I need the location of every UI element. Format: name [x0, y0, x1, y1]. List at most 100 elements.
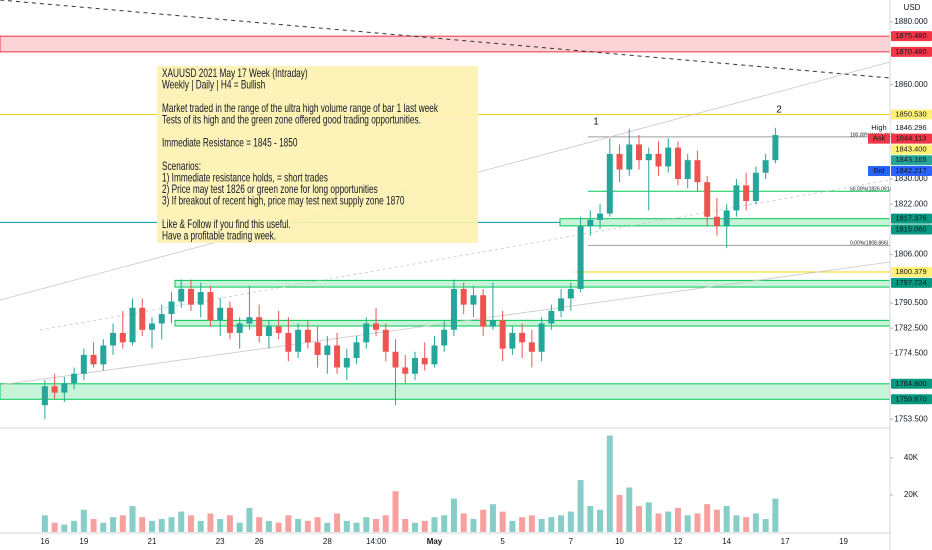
- annotation-line: Have a profitable trading week.: [162, 230, 276, 243]
- channel-line: [0, 261, 891, 386]
- x-tick-label: 19: [79, 537, 88, 546]
- candle-body: [606, 153, 613, 214]
- volume-bar: [528, 515, 535, 532]
- volume-bar: [51, 522, 58, 532]
- candle-body: [61, 383, 68, 393]
- volume-bar: [684, 515, 691, 532]
- volume-bar: [743, 517, 750, 532]
- volume-bar: [489, 504, 496, 532]
- y-tick-label: 1782.500: [894, 323, 928, 332]
- volume-bar: [421, 520, 428, 532]
- candle-body: [353, 342, 360, 359]
- volume-bar: [538, 519, 545, 532]
- candle-body: [431, 345, 438, 365]
- price-badge-label: 1846.296: [895, 123, 926, 132]
- annotation-line: 1) Immediate resistance holds, = short t…: [162, 172, 328, 185]
- y-tick-label: 1774.500: [894, 348, 928, 357]
- candle-body: [733, 185, 740, 211]
- price-badge-label: 1797.724: [895, 278, 926, 287]
- y-tick-label: 1880.000: [894, 17, 928, 26]
- zone: [174, 279, 891, 288]
- candle-body: [509, 332, 516, 349]
- volume-bar: [110, 517, 117, 532]
- price-tag: [868, 166, 890, 177]
- volume-bar: [149, 520, 156, 532]
- volume-bar: [304, 520, 311, 532]
- volume-bar: [655, 513, 662, 532]
- volume-bar: [226, 515, 233, 532]
- volume-bar: [411, 522, 418, 532]
- annotation-text: XAUUSD 2021 May 17 Week (Intraday)Weekly…: [162, 68, 439, 243]
- candle-body: [139, 307, 146, 330]
- candle-body: [382, 329, 389, 352]
- volume-bar: [285, 515, 292, 532]
- volume-bar: [265, 520, 272, 532]
- volume-bar: [168, 517, 175, 532]
- volume-bar: [645, 502, 652, 532]
- candle-body: [265, 326, 272, 337]
- volume-bar: [480, 509, 487, 532]
- volume-bar: [100, 522, 107, 532]
- candle-body: [548, 310, 555, 324]
- volume-bar: [674, 507, 681, 532]
- x-tick-label: 26: [255, 537, 264, 546]
- volume-bar: [587, 506, 594, 532]
- price-badge: [891, 109, 932, 120]
- price-badge-label: 1842.217: [895, 166, 926, 175]
- candle-body: [129, 307, 136, 343]
- candle-body: [762, 160, 769, 173]
- volume-bar: [71, 520, 78, 532]
- trend-line: [0, 0, 891, 79]
- volume-bar: [275, 522, 282, 532]
- price-badge: [891, 277, 932, 288]
- candle-body: [694, 160, 701, 183]
- volume-bar: [752, 513, 759, 532]
- volume-bar: [558, 515, 565, 532]
- volume-bar: [197, 520, 204, 532]
- volume-bar: [509, 520, 516, 532]
- price-badge: [891, 394, 932, 405]
- candle-body: [713, 216, 720, 227]
- price-badge-label: 1843.165: [895, 155, 926, 164]
- volume-bar: [665, 511, 672, 532]
- volume-bar: [363, 517, 370, 532]
- candle-body: [441, 329, 448, 346]
- volume-bar: [441, 515, 448, 532]
- volume-bar: [616, 494, 623, 532]
- price-tag-label: Ask: [873, 134, 886, 143]
- candle-body: [684, 160, 691, 180]
- candle-body: [752, 172, 759, 202]
- candle-body: [558, 298, 565, 311]
- price-badge-label: 1817.376: [895, 214, 926, 223]
- candle-body: [616, 153, 623, 170]
- candle-body: [450, 288, 457, 330]
- x-tick-label: 16: [40, 537, 49, 546]
- annotation-line: Market traded in the range of the ultra …: [162, 103, 439, 116]
- candle-body: [90, 354, 97, 365]
- annotation-line: 2) Price may test 1826 or green zone for…: [162, 184, 378, 197]
- y-tick-label: 1806.000: [894, 250, 928, 259]
- price-badge: [891, 224, 932, 235]
- candle-body: [168, 301, 175, 315]
- candle-body: [334, 345, 341, 368]
- candle-body: [373, 323, 380, 330]
- price-badge: [891, 213, 932, 224]
- volume-bar: [597, 509, 604, 532]
- annotation-box: [157, 66, 478, 243]
- candle-body: [207, 292, 214, 321]
- candle-body: [665, 147, 672, 167]
- x-tick-label: 10: [615, 537, 624, 546]
- candle-body: [226, 307, 233, 333]
- candle-body: [41, 386, 48, 406]
- price-badge: [891, 144, 932, 155]
- volume-bar: [61, 524, 68, 532]
- candle-body: [51, 386, 58, 393]
- candle-body: [421, 358, 428, 365]
- volume-bar: [723, 506, 730, 532]
- volume-bar: [334, 513, 341, 532]
- volume-bar: [499, 511, 506, 532]
- x-tick-label: 17: [781, 537, 790, 546]
- price-badge-label: 1875.480: [895, 31, 926, 40]
- candle-body: [197, 292, 204, 305]
